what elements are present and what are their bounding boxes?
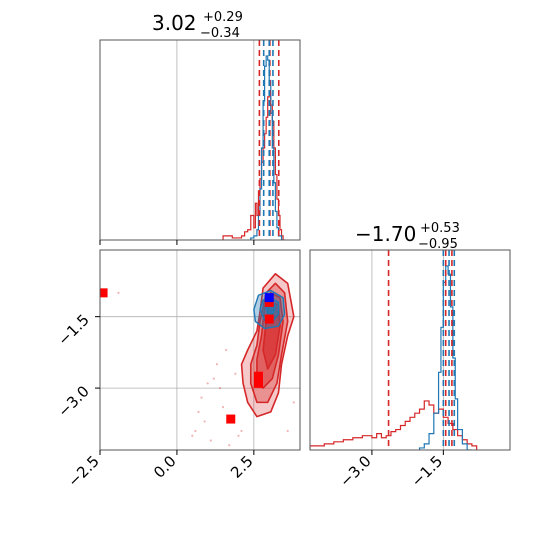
- sample-point: [203, 420, 206, 423]
- ticks-y-hist: −3.0 −1.5: [336, 450, 446, 491]
- title-y-value: −1.70: [355, 222, 416, 246]
- x-tick-label: −2.5: [64, 452, 102, 490]
- plot-area-scatter: [100, 273, 295, 447]
- title-y-minus: −0.95: [418, 237, 458, 252]
- x-tick-label: −1.5: [408, 452, 446, 490]
- marker-square: [264, 314, 274, 324]
- sample-point: [200, 396, 203, 399]
- sample-point: [228, 444, 231, 447]
- sample-point: [209, 439, 212, 442]
- histogram-panel-y: −3.0 −1.5 −1.70 +0.53 −0.95: [309, 221, 511, 491]
- ticks-x-hist: [99, 240, 255, 245]
- sample-point: [117, 291, 120, 294]
- marker-square: [264, 297, 274, 307]
- marker-square: [253, 378, 263, 388]
- sample-point: [206, 382, 209, 385]
- x-tick-label: 0.0: [150, 452, 180, 482]
- scatter-panel: −2.5 0.0 2.5 −1.5 −3.0: [54, 249, 301, 491]
- histogram-step-line: [250, 55, 285, 240]
- sample-point: [215, 363, 219, 366]
- grid-y-hist: [371, 250, 444, 450]
- title-y-plus: +0.53: [420, 221, 460, 236]
- histogram-step-line: [310, 400, 478, 450]
- sample-point: [197, 410, 200, 414]
- sample-point: [237, 434, 240, 437]
- sample-point: [292, 401, 295, 404]
- sample-point: [221, 406, 225, 409]
- plot-area-x-hist: [222, 40, 285, 240]
- sample-point: [286, 429, 289, 433]
- histogram-panel-x: 3.02 +0.29 −0.34: [99, 10, 301, 245]
- ticks-scatter: −2.5 0.0 2.5 −1.5 −3.0: [54, 311, 256, 491]
- title-x-value: 3.02: [152, 11, 197, 35]
- sample-point: [194, 429, 197, 433]
- marker-square: [226, 414, 236, 424]
- x-tick-label: 2.5: [227, 452, 257, 482]
- marker-square: [253, 371, 263, 381]
- y-tick-label: −3.0: [54, 382, 92, 420]
- sample-point: [191, 434, 194, 437]
- x-tick-label: −3.0: [336, 452, 374, 490]
- title-x-plus: +0.29: [203, 10, 243, 25]
- y-tick-label: −1.5: [54, 311, 92, 349]
- sample-point: [225, 348, 228, 352]
- sample-point: [218, 386, 222, 390]
- sample-point: [234, 372, 237, 375]
- sample-point: [240, 429, 243, 433]
- histogram-step-line: [222, 92, 285, 240]
- marker-square: [264, 293, 274, 303]
- axes-frame-scatter: [99, 249, 301, 451]
- axes-frame-x-hist: [99, 39, 301, 241]
- grid-x-hist: [99, 40, 255, 240]
- axes-frame-y-hist: [309, 249, 511, 451]
- title-x-minus: −0.34: [200, 26, 240, 41]
- marker-square: [100, 288, 108, 298]
- plot-area-y-hist: [310, 250, 478, 450]
- sample-point: [212, 377, 215, 380]
